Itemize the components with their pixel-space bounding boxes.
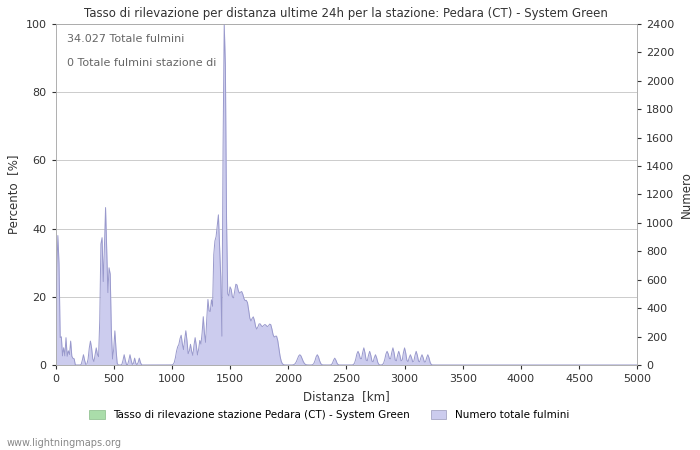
Text: www.lightningmaps.org: www.lightningmaps.org [7, 438, 122, 448]
Y-axis label: Percento  [%]: Percento [%] [7, 155, 20, 234]
Y-axis label: Numero: Numero [680, 171, 693, 218]
Title: Tasso di rilevazione per distanza ultime 24h per la stazione: Pedara (CT) - Syst: Tasso di rilevazione per distanza ultime… [85, 7, 608, 20]
Legend: Tasso di rilevazione stazione Pedara (CT) - System Green, Numero totale fulmini: Tasso di rilevazione stazione Pedara (CT… [85, 406, 573, 424]
Text: 34.027 Totale fulmini: 34.027 Totale fulmini [67, 34, 185, 44]
Text: 0 Totale fulmini stazione di: 0 Totale fulmini stazione di [67, 58, 216, 68]
X-axis label: Distanza  [km]: Distanza [km] [303, 390, 390, 403]
